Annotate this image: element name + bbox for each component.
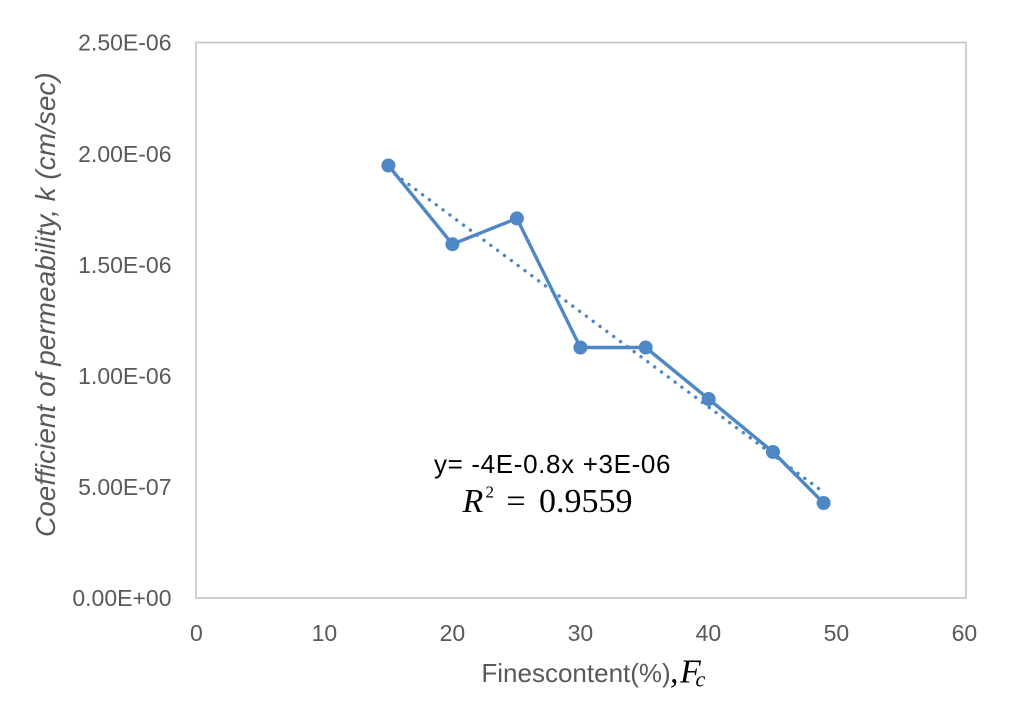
svg-text:10: 10	[312, 620, 338, 646]
svg-text:Finescontent(%): Finescontent(%)	[481, 658, 670, 688]
svg-text:F: F	[679, 654, 702, 691]
svg-text:2.00E-06: 2.00E-06	[78, 141, 171, 167]
svg-text:1.00E-06: 1.00E-06	[78, 363, 171, 389]
svg-text:Coefficient of permeability, k: Coefficient of permeability, k (cm/sec)	[30, 72, 61, 537]
svg-text:30: 30	[568, 620, 594, 646]
svg-text:50: 50	[824, 620, 850, 646]
svg-text:2.50E-06: 2.50E-06	[78, 30, 171, 56]
svg-text:20: 20	[440, 620, 466, 646]
svg-text:0.9559: 0.9559	[539, 483, 633, 520]
svg-text:=: =	[506, 483, 525, 520]
svg-text:1.50E-06: 1.50E-06	[78, 252, 171, 278]
svg-text:,: ,	[670, 654, 679, 691]
svg-text:R: R	[462, 483, 484, 520]
svg-text:y= -4E-0.8x +3E-06: y= -4E-0.8x +3E-06	[434, 449, 671, 479]
svg-text:2: 2	[486, 483, 495, 502]
svg-text:0: 0	[190, 620, 203, 646]
svg-text:40: 40	[696, 620, 722, 646]
svg-text:60: 60	[952, 620, 978, 646]
svg-text:c: c	[696, 667, 706, 692]
svg-text:0.00E+00: 0.00E+00	[72, 585, 171, 611]
svg-text:5.00E-07: 5.00E-07	[78, 474, 171, 500]
